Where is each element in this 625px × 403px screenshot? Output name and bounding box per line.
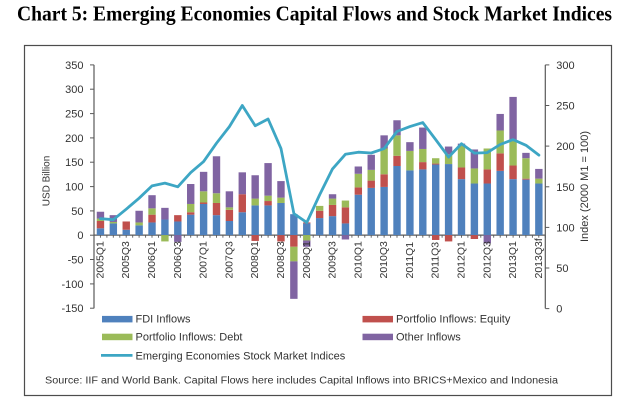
svg-text:USD Billion: USD Billion <box>42 156 53 207</box>
svg-text:2012Q3: 2012Q3 <box>481 241 493 279</box>
svg-text:50: 50 <box>556 263 568 275</box>
svg-text:250: 250 <box>65 109 83 121</box>
svg-text:2005Q3: 2005Q3 <box>120 241 132 279</box>
svg-text:150: 150 <box>65 157 83 169</box>
svg-text:350: 350 <box>65 60 83 72</box>
svg-text:Other Inflows: Other Inflows <box>396 331 461 343</box>
svg-text:2013Q3f: 2013Q3f <box>533 238 545 278</box>
svg-text:2013Q1: 2013Q1 <box>507 241 519 279</box>
svg-text:300: 300 <box>556 60 574 72</box>
svg-text:2005Q1: 2005Q1 <box>94 241 106 279</box>
svg-text:Index (2000 M1 = 100): Index (2000 M1 = 100) <box>579 131 591 242</box>
svg-text:Emerging Economies Stock Marke: Emerging Economies Stock Market Indices <box>136 350 346 362</box>
svg-text:50: 50 <box>71 206 83 218</box>
svg-text:2006Q1: 2006Q1 <box>146 241 158 279</box>
svg-text:250: 250 <box>556 101 574 113</box>
svg-text:2011Q1: 2011Q1 <box>404 242 416 279</box>
svg-text:FDI Inflows: FDI Inflows <box>136 314 192 326</box>
svg-text:2011Q3: 2011Q3 <box>430 242 442 279</box>
svg-text:2010Q3: 2010Q3 <box>378 241 390 279</box>
svg-text:Chart 5: Emerging Economies Ca: Chart 5: Emerging Economies Capital Flow… <box>17 2 612 26</box>
svg-text:Portfolio Inflows: Debt: Portfolio Inflows: Debt <box>136 331 243 343</box>
svg-text:300: 300 <box>65 84 83 96</box>
svg-text:150: 150 <box>556 182 574 194</box>
svg-text:2006Q3: 2006Q3 <box>172 241 184 279</box>
svg-text:2007Q1: 2007Q1 <box>198 241 210 279</box>
svg-text:Portfolio Inflows: Equity: Portfolio Inflows: Equity <box>396 314 511 326</box>
svg-text:2008Q1: 2008Q1 <box>249 241 261 279</box>
svg-text:100: 100 <box>65 182 83 194</box>
svg-text:100: 100 <box>556 222 574 234</box>
svg-text:2010Q1: 2010Q1 <box>352 241 364 279</box>
svg-text:2007Q3: 2007Q3 <box>223 241 235 279</box>
svg-text:0: 0 <box>77 230 83 242</box>
svg-text:0: 0 <box>556 304 562 316</box>
svg-text:200: 200 <box>556 141 574 153</box>
svg-text:-150: -150 <box>61 303 83 315</box>
svg-text:2012Q1: 2012Q1 <box>456 241 468 279</box>
svg-text:2009Q1: 2009Q1 <box>301 241 313 279</box>
svg-text:2008Q3: 2008Q3 <box>275 241 287 279</box>
svg-text:Source: IIF and World Bank. Ca: Source: IIF and World Bank. Capital Flow… <box>45 376 558 387</box>
svg-text:2009Q3: 2009Q3 <box>327 241 339 279</box>
svg-text:-50: -50 <box>68 255 84 267</box>
svg-text:-100: -100 <box>61 279 83 291</box>
svg-text:200: 200 <box>65 133 83 145</box>
